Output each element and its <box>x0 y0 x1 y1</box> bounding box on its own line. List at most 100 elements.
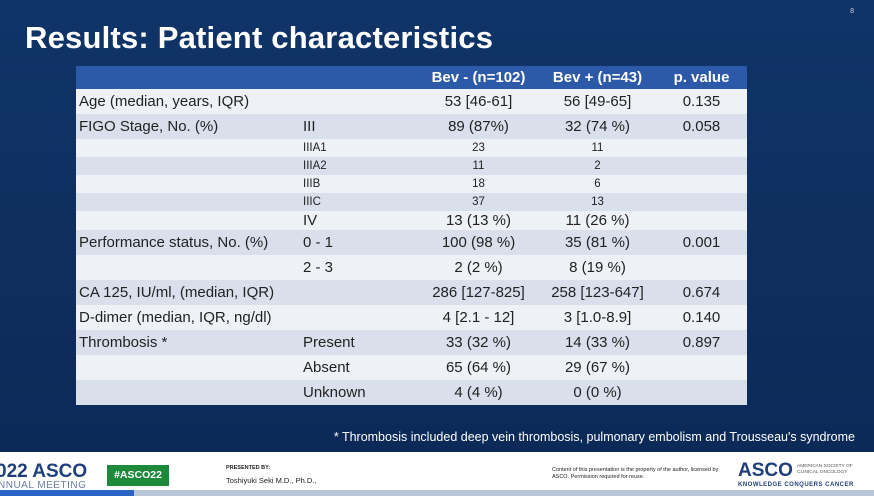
bev-plus-cell: 8 (19 %) <box>539 255 656 280</box>
bev-minus-cell: 33 (32 %) <box>418 330 539 355</box>
table-row: IIIB 18 6 <box>76 175 747 193</box>
copyright-note: Content of this presentation is the prop… <box>552 467 719 480</box>
row-label <box>76 175 300 193</box>
row-label <box>76 380 300 405</box>
bev-plus-cell: 32 (74 %) <box>539 114 656 139</box>
asco-logo: ASCO <box>738 460 793 481</box>
bev-minus-cell: 100 (98 %) <box>418 230 539 255</box>
slide-background: 8 Results: Patient characteristics Bev -… <box>0 0 874 452</box>
bev-plus-cell: 3 [1.0-8.9] <box>539 305 656 330</box>
results-table: Bev - (n=102) Bev + (n=43) p. value Age … <box>76 66 747 405</box>
row-sub: Absent <box>300 355 418 380</box>
slide-title: Results: Patient characteristics <box>25 20 494 55</box>
row-label <box>76 193 300 211</box>
p-value-cell: 0.135 <box>656 89 747 114</box>
row-sub: 2 - 3 <box>300 255 418 280</box>
page-number: 8 <box>850 8 854 15</box>
asco-tagline: KNOWLEDGE CONQUERS CANCER <box>738 482 854 488</box>
header-cell <box>300 66 418 89</box>
header-bev-plus: Bev + (n=43) <box>539 66 656 89</box>
p-value-cell <box>656 255 747 280</box>
row-label: FIGO Stage, No. (%) <box>76 114 300 139</box>
bev-minus-cell: 2 (2 %) <box>418 255 539 280</box>
p-value-cell <box>656 193 747 211</box>
bev-minus-cell: 65 (64 %) <box>418 355 539 380</box>
p-value-cell <box>656 211 747 230</box>
bev-plus-cell: 56 [49-65] <box>539 89 656 114</box>
row-sub: Unknown <box>300 380 418 405</box>
row-sub: 0 - 1 <box>300 230 418 255</box>
presented-by-label: PRESENTED BY: <box>226 465 271 471</box>
bev-minus-cell: 4 [2.1 - 12] <box>418 305 539 330</box>
bev-plus-cell: 6 <box>539 175 656 193</box>
table-row: Performance status, No. (%) 0 - 1 100 (9… <box>76 230 747 255</box>
header-bev-minus: Bev - (n=102) <box>418 66 539 89</box>
row-label <box>76 157 300 175</box>
table-row: Thrombosis * Present 33 (32 %) 14 (33 %)… <box>76 330 747 355</box>
bev-minus-cell: 11 <box>418 157 539 175</box>
bev-minus-cell: 37 <box>418 193 539 211</box>
p-value-cell: 0.674 <box>656 280 747 305</box>
bev-minus-cell: 18 <box>418 175 539 193</box>
p-value-cell: 0.140 <box>656 305 747 330</box>
table-row: IIIA2 11 2 <box>76 157 747 175</box>
table-row: IIIA1 23 11 <box>76 139 747 157</box>
table-row: IV 13 (13 %) 11 (26 %) <box>76 211 747 230</box>
row-label <box>76 255 300 280</box>
footnote: * Thrombosis included deep vein thrombos… <box>333 430 855 444</box>
bev-plus-cell: 0 (0 %) <box>539 380 656 405</box>
table-row: Unknown 4 (4 %) 0 (0 %) <box>76 380 747 405</box>
bev-plus-cell: 11 <box>539 139 656 157</box>
footer-stripe-accent <box>0 490 134 496</box>
bev-minus-cell: 286 [127-825] <box>418 280 539 305</box>
row-sub: IIIC <box>300 193 418 211</box>
p-value-cell <box>656 380 747 405</box>
bev-plus-cell: 11 (26 %) <box>539 211 656 230</box>
annual-meeting-label: NNUAL MEETING <box>0 480 87 491</box>
table-row: D-dimer (median, IQR, ng/dl) 4 [2.1 - 12… <box>76 305 747 330</box>
table-row: 2 - 3 2 (2 %) 8 (19 %) <box>76 255 747 280</box>
p-value-cell: 0.001 <box>656 230 747 255</box>
table-row: Age (median, years, IQR) 53 [46-61] 56 [… <box>76 89 747 114</box>
row-sub: IV <box>300 211 418 230</box>
bev-plus-cell: 29 (67 %) <box>539 355 656 380</box>
annual-meeting-logo: 022 ASCO <box>0 461 88 482</box>
row-label <box>76 355 300 380</box>
p-value-cell <box>656 175 747 193</box>
p-value-cell: 0.058 <box>656 114 747 139</box>
row-sub: IIIB <box>300 175 418 193</box>
row-label <box>76 139 300 157</box>
header-cell <box>76 66 300 89</box>
row-sub <box>300 89 418 114</box>
bev-minus-cell: 23 <box>418 139 539 157</box>
p-value-cell <box>656 157 747 175</box>
footer-stripe <box>0 490 874 496</box>
presenter-name: Toshiyuki Seki M.D., Ph.D., <box>226 476 317 485</box>
table-row: FIGO Stage, No. (%) III 89 (87%) 32 (74 … <box>76 114 747 139</box>
bev-minus-cell: 53 [46-61] <box>418 89 539 114</box>
hashtag-badge: #ASCO22 <box>107 465 169 486</box>
row-label: Thrombosis * <box>76 330 300 355</box>
bev-minus-cell: 89 (87%) <box>418 114 539 139</box>
bev-plus-cell: 14 (33 %) <box>539 330 656 355</box>
p-value-cell: 0.897 <box>656 330 747 355</box>
row-label: CA 125, IU/ml, (median, IQR) <box>76 280 418 305</box>
row-label: Performance status, No. (%) <box>76 230 300 255</box>
row-label <box>76 211 300 230</box>
p-value-cell <box>656 355 747 380</box>
table-row: Absent 65 (64 %) 29 (67 %) <box>76 355 747 380</box>
bev-plus-cell: 2 <box>539 157 656 175</box>
bev-plus-cell: 13 <box>539 193 656 211</box>
header-p-value: p. value <box>656 66 747 89</box>
table-row: CA 125, IU/ml, (median, IQR) 286 [127-82… <box>76 280 747 305</box>
table-row: IIIC 37 13 <box>76 193 747 211</box>
row-sub: IIIA1 <box>300 139 418 157</box>
asco-society-label: AMERICAN SOCIETY OF CLINICAL ONCOLOGY <box>797 464 853 475</box>
bev-plus-cell: 35 (81 %) <box>539 230 656 255</box>
row-sub: Present <box>300 330 418 355</box>
bev-minus-cell: 13 (13 %) <box>418 211 539 230</box>
bev-plus-cell: 258 [123-647] <box>539 280 656 305</box>
table-header-row: Bev - (n=102) Bev + (n=43) p. value <box>76 66 747 89</box>
p-value-cell <box>656 139 747 157</box>
row-sub: IIIA2 <box>300 157 418 175</box>
